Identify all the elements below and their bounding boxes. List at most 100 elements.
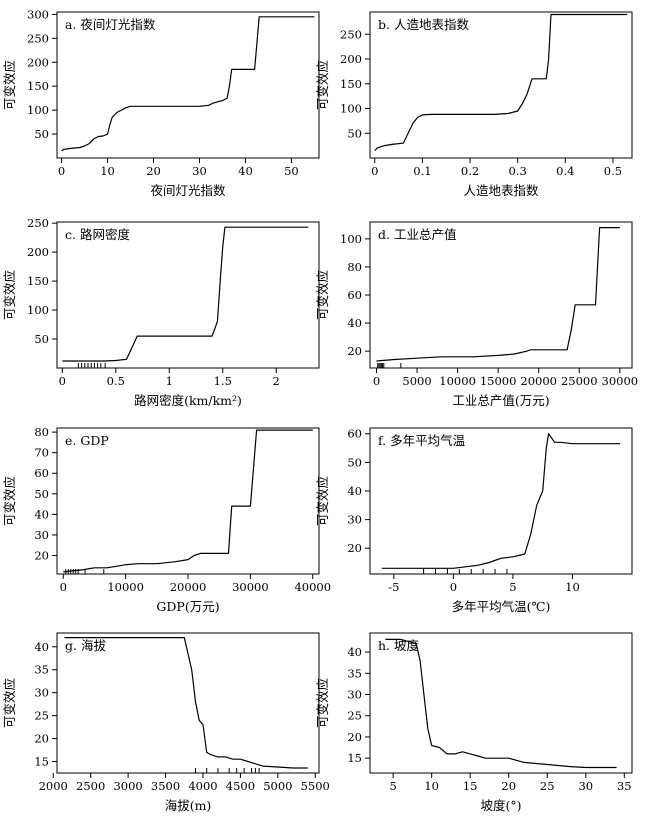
y-tick-label: 50 xyxy=(347,126,362,140)
y-axis-title: 可变效应 xyxy=(2,270,17,320)
plot-frame xyxy=(56,11,320,159)
plot-frame xyxy=(369,632,633,774)
x-tick-label: 0 xyxy=(450,580,457,594)
y-tick-label: 20 xyxy=(34,732,49,746)
x-axis-title: 坡度(°) xyxy=(480,798,521,813)
plot-frame xyxy=(369,221,633,369)
x-tick-label: 5000 xyxy=(263,779,292,793)
x-tick-label: 40000 xyxy=(294,580,331,594)
y-axis-title: 可变效应 xyxy=(315,678,330,728)
y-tick-label: 40 xyxy=(34,640,49,654)
plot-frame xyxy=(56,632,320,774)
y-tick-label: 150 xyxy=(27,79,49,93)
chart-panel: 0 10 20 30 40 50 50 100 150 200 250 300 a. 夜间灯光指数夜间灯… xyxy=(2,7,320,198)
y-tick-label: 30 xyxy=(34,686,49,700)
y-axis-title: 可变效应 xyxy=(315,60,330,110)
x-tick-label: 5500 xyxy=(301,779,330,793)
series-line xyxy=(64,636,308,769)
x-tick-label: 0.2 xyxy=(461,164,479,178)
chart-panel: 2000 2500 3000 3500 4000 4500 5000 5500 15 20 25 30… xyxy=(2,632,330,813)
x-tick-label: 5 xyxy=(389,779,396,793)
panel-label: f. 多年平均气温 xyxy=(378,433,466,448)
x-tick-label: 20000 xyxy=(520,374,557,388)
y-tick-label: 40 xyxy=(347,645,362,659)
y-tick-label: 100 xyxy=(27,103,49,117)
y-tick-label: 25 xyxy=(347,709,362,723)
y-tick-label: 30 xyxy=(347,688,362,702)
x-tick-label: 0.4 xyxy=(556,164,574,178)
x-tick-label: 25000 xyxy=(561,374,598,388)
x-tick-label: 20000 xyxy=(170,580,207,594)
y-tick-label: 200 xyxy=(340,52,362,66)
x-tick-label: 0.1 xyxy=(413,164,431,178)
x-tick-label: -5 xyxy=(388,580,399,594)
y-tick-label: 50 xyxy=(34,332,49,346)
x-axis-title: 路网密度(km/km²) xyxy=(134,393,242,408)
x-tick-label: 2500 xyxy=(76,779,105,793)
x-tick-label: 0 xyxy=(60,580,67,594)
x-tick-label: 0.5 xyxy=(107,374,125,388)
y-tick-label: 250 xyxy=(27,31,49,45)
chart-panel: 0 5000 10000 15000 20000 25000 30000 20 40 60 80 10… xyxy=(315,221,639,408)
y-axis-title: 可变效应 xyxy=(315,476,330,526)
x-tick-label: 4000 xyxy=(188,779,217,793)
x-tick-label: 0 xyxy=(371,164,378,178)
x-axis-title: 夜间灯光指数 xyxy=(150,183,226,198)
y-tick-label: 20 xyxy=(347,344,362,358)
x-tick-label: 1.5 xyxy=(214,374,232,388)
y-tick-label: 70 xyxy=(34,446,49,460)
y-tick-label: 250 xyxy=(27,216,49,230)
panel-label: b. 人造地表指数 xyxy=(378,17,469,32)
y-tick-label: 100 xyxy=(27,303,49,317)
series-line xyxy=(62,226,309,362)
x-tick-label: 0.3 xyxy=(509,164,527,178)
x-tick-label: 0.5 xyxy=(604,164,622,178)
x-tick-label: 35 xyxy=(617,779,632,793)
x-tick-label: 40 xyxy=(238,164,253,178)
panel-label: a. 夜间灯光指数 xyxy=(65,17,156,32)
y-tick-label: 150 xyxy=(27,274,49,288)
plot-frame xyxy=(369,427,633,575)
y-tick-label: 50 xyxy=(34,127,49,141)
y-axis-title: 可变效应 xyxy=(2,60,17,110)
y-tick-label: 20 xyxy=(347,541,362,555)
x-axis-title: 海拔(m) xyxy=(165,798,212,813)
series-line xyxy=(376,227,620,362)
y-tick-label: 50 xyxy=(34,487,49,501)
y-tick-label: 80 xyxy=(347,260,362,274)
y-tick-label: 80 xyxy=(34,425,49,439)
y-tick-label: 25 xyxy=(34,709,49,723)
series-line xyxy=(381,433,621,569)
y-tick-label: 20 xyxy=(34,548,49,562)
x-tick-label: 20 xyxy=(501,779,516,793)
chart-panel: 0 10000 20000 30000 40000 20 30 40 50 60 70 80 e. GD… xyxy=(2,425,331,614)
y-tick-label: 20 xyxy=(347,730,362,744)
x-tick-label: 5 xyxy=(509,580,516,594)
y-tick-label: 100 xyxy=(340,232,362,246)
x-tick-label: 5000 xyxy=(402,374,431,388)
x-tick-label: 10 xyxy=(565,580,580,594)
x-tick-label: 25 xyxy=(540,779,555,793)
x-tick-label: 30000 xyxy=(232,580,269,594)
x-tick-label: 30000 xyxy=(602,374,639,388)
series-line xyxy=(61,16,315,152)
y-tick-label: 35 xyxy=(34,663,49,677)
x-tick-label: 1 xyxy=(166,374,173,388)
series-line xyxy=(385,638,617,769)
series-line xyxy=(63,429,313,573)
y-tick-label: 150 xyxy=(340,77,362,91)
y-tick-label: 30 xyxy=(34,528,49,542)
y-tick-label: 15 xyxy=(34,755,49,769)
x-tick-label: 20 xyxy=(146,164,161,178)
y-tick-label: 60 xyxy=(347,288,362,302)
y-axis-title: 可变效应 xyxy=(315,270,330,320)
x-tick-label: 30 xyxy=(192,164,207,178)
x-tick-label: 3000 xyxy=(113,779,142,793)
panel-label: d. 工业总产值 xyxy=(378,227,456,242)
panel-label: c. 路网密度 xyxy=(65,227,130,242)
panel-label: h. 坡度 xyxy=(378,638,419,653)
